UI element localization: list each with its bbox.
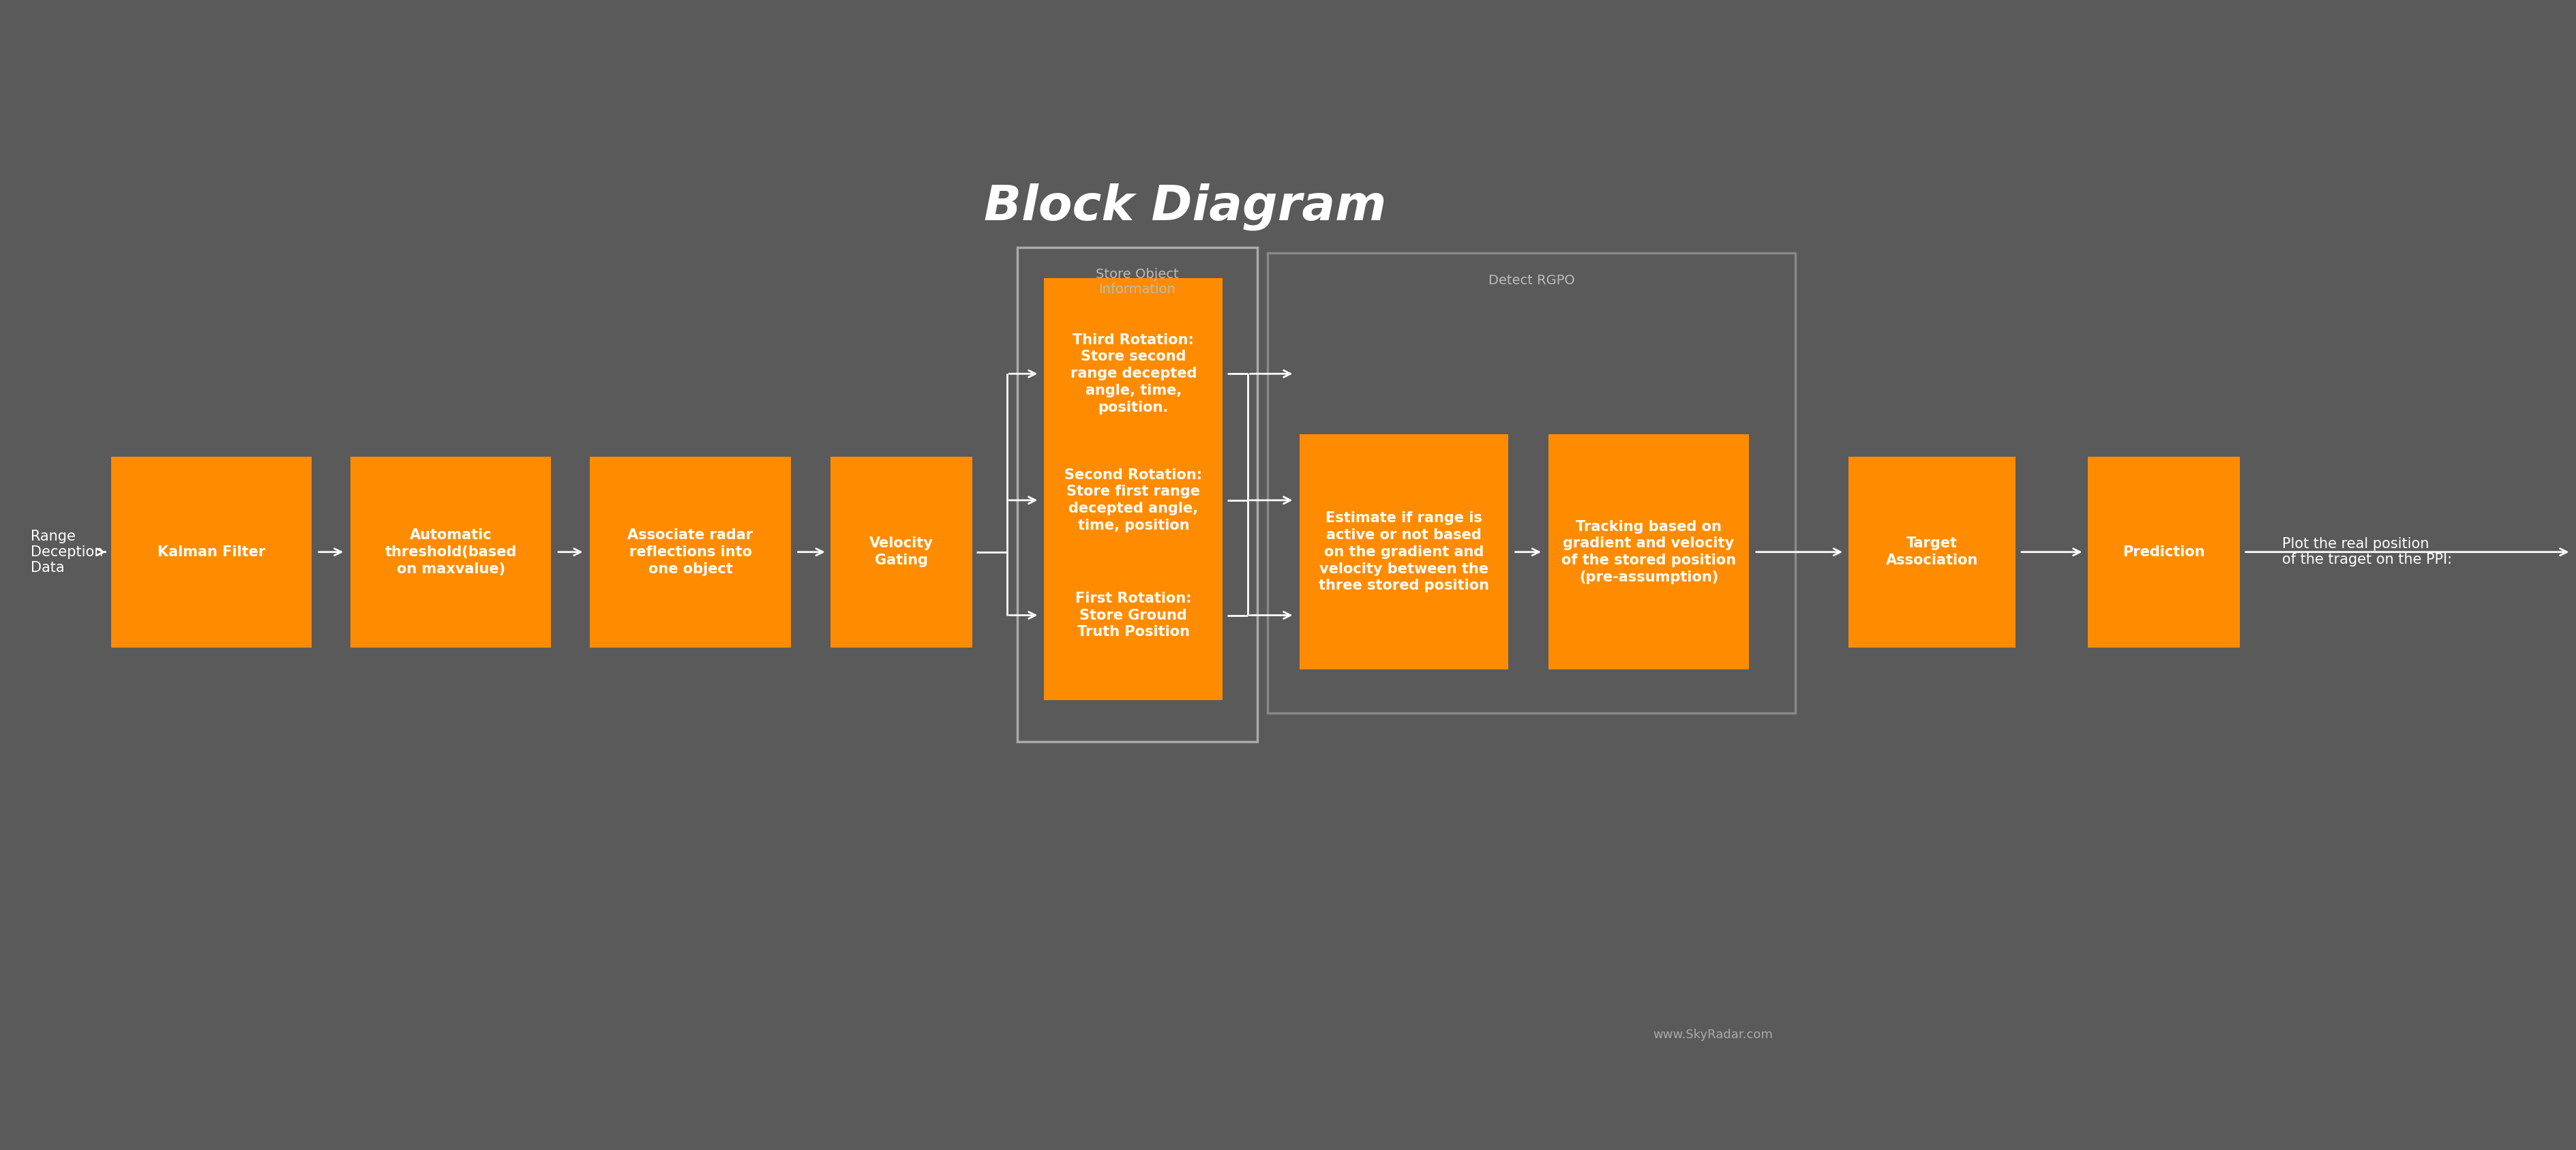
Bar [111,457,312,647]
Text: Third Rotation:
Store second
range decepted
angle, time,
position.: Third Rotation: Store second range decep… [1069,334,1198,414]
Bar [829,457,974,647]
Text: Plot the real position
of the traget on the PPI:: Plot the real position of the traget on … [2282,537,2452,567]
Bar [1043,411,1224,590]
Text: Target
Association: Target Association [1886,537,1978,567]
Bar [590,457,791,647]
Text: www.SkyRadar.com: www.SkyRadar.com [1654,1029,1772,1041]
Bar [1043,530,1224,700]
Text: Block Diagram: Block Diagram [984,183,1386,231]
Text: Prediction: Prediction [2123,545,2205,559]
Text: Second Rotation:
Store first range
decepted angle,
time, position: Second Rotation: Store first range decep… [1064,468,1203,532]
Bar [1301,435,1507,669]
Bar [1267,253,1795,713]
Text: Store Object
Information: Store Object Information [1095,268,1180,296]
Text: Velocity
Gating: Velocity Gating [871,537,933,567]
Text: First Rotation:
Store Ground
Truth Position: First Rotation: Store Ground Truth Posit… [1074,591,1193,639]
Text: Range
Deception
Data: Range Deception Data [31,529,103,575]
Bar [1850,457,2014,647]
Text: Estimate if range is
active or not based
on the gradient and
velocity between th: Estimate if range is active or not based… [1319,512,1489,592]
Bar [2089,457,2239,647]
Text: Kalman Filter: Kalman Filter [157,545,265,559]
Bar [350,457,551,647]
Text: Detect RGPO: Detect RGPO [1489,274,1574,286]
Text: Automatic
threshold(based
on maxvalue): Automatic threshold(based on maxvalue) [384,528,518,576]
Text: Tracking based on
gradient and velocity
of the stored position
(pre-assumption): Tracking based on gradient and velocity … [1561,520,1736,584]
Text: Associate radar
reflections into
one object: Associate radar reflections into one obj… [629,528,752,576]
Bar [1018,247,1257,742]
Bar [1043,278,1224,469]
Bar [1548,435,1749,669]
